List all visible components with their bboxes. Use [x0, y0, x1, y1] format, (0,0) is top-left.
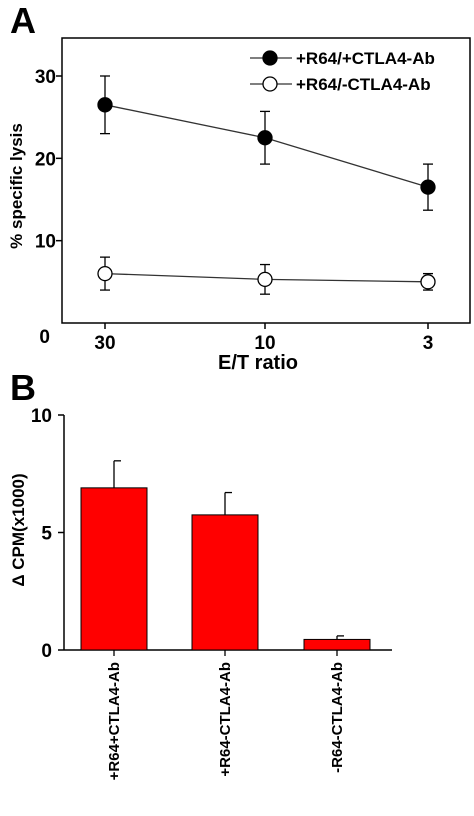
y-axis-title-a: % specific lysis — [7, 123, 26, 249]
data-point — [420, 274, 436, 290]
y-tick-label: 20 — [35, 149, 56, 170]
x-tick-label: 3 — [423, 333, 434, 354]
y-tick-label: 10 — [31, 406, 52, 427]
y-axis-title-b: Δ CPM(x1000) — [9, 473, 28, 586]
x-tick-label: 10 — [254, 333, 275, 354]
panel-a-label: A — [10, 0, 36, 41]
data-point — [257, 271, 273, 288]
data-point — [257, 130, 273, 146]
y-tick-label: 30 — [35, 67, 56, 88]
x-axis-a: 30 10 3 — [94, 323, 433, 354]
bars-group-b: +R64+CTLA4-Ab +R64-CTLA4-Ab -R64-CTLA4-Ab — [80, 460, 371, 780]
x-tick-label: 30 — [94, 333, 115, 354]
legend-a: +R64/+CTLA4-Ab +R64/-CTLA4-Ab — [250, 49, 435, 94]
line-chart-panel-a: 0 10 20 30 30 10 3 E/T ratio % specific lysis… — [7, 37, 471, 374]
y-tick-label: 10 — [35, 232, 56, 253]
x-tick-label: +R64-CTLA4-Ab — [217, 662, 234, 777]
bar — [303, 638, 371, 651]
data-point — [97, 97, 113, 113]
legend-label: +R64/-CTLA4-Ab — [296, 75, 431, 94]
x-axis-title-a: E/T ratio — [218, 352, 298, 374]
series-group-a — [97, 75, 436, 295]
bar-chart-panel-b: 0 5 10 +R64+CTLA4-Ab +R64-CTLA4-Ab -R64-CTLA… — [9, 406, 392, 780]
y-tick-label: 5 — [41, 524, 52, 545]
series-open — [97, 256, 436, 295]
series-line — [104, 104, 429, 188]
y-tick-label: 0 — [41, 641, 52, 662]
y-axis-a: 0 10 20 30 — [35, 67, 62, 348]
plot-frame-a — [61, 37, 471, 324]
bar — [191, 514, 259, 651]
data-point — [420, 179, 436, 195]
x-tick-label: +R64+CTLA4-Ab — [106, 662, 123, 780]
legend-label: +R64/+CTLA4-Ab — [296, 49, 435, 68]
legend-marker — [262, 50, 278, 66]
data-point — [97, 265, 113, 282]
y-tick-label: 0 — [39, 327, 50, 348]
x-tick-label: -R64-CTLA4-Ab — [329, 662, 346, 773]
series-filled — [97, 75, 436, 211]
legend-marker — [262, 76, 278, 92]
bar — [80, 487, 148, 651]
panel-b-label: B — [10, 367, 36, 408]
